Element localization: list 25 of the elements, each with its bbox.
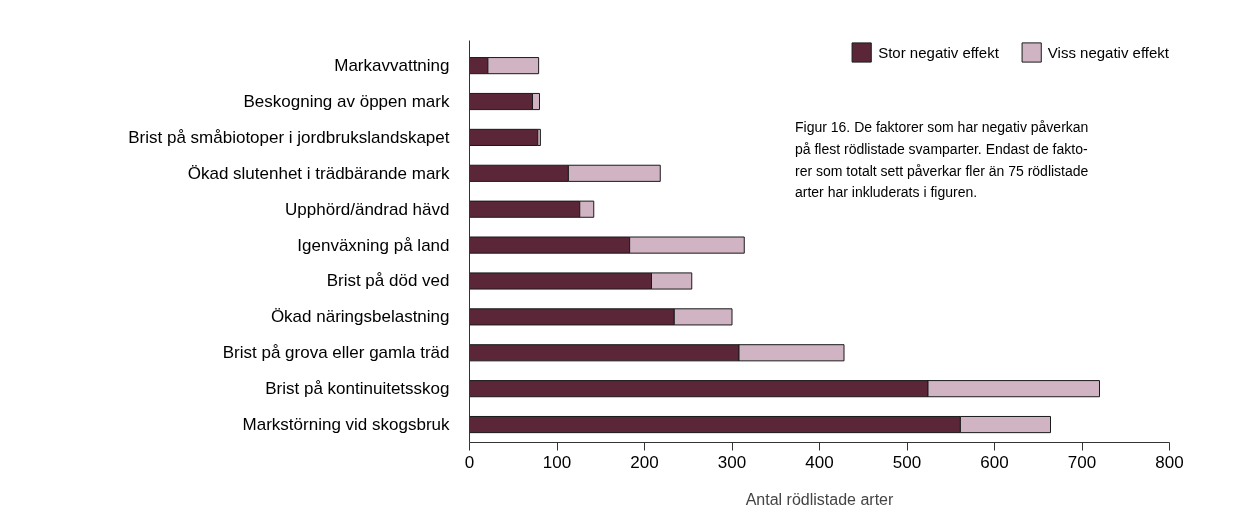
x-tick-label: 600	[980, 452, 1009, 472]
y-tick-label: Brist på död ved	[326, 271, 450, 291]
x-tick-label: 700	[1067, 452, 1097, 472]
x-tick-label: 300	[717, 452, 747, 472]
y-tick-label: Ökad slutenhet i trädbärande mark	[187, 163, 450, 183]
y-tick-label: Beskogning av öppen mark	[243, 92, 450, 112]
x-tick-label: 800	[1155, 452, 1184, 472]
y-tick-label: Igenväxning på land	[297, 235, 450, 255]
annotation: Figur 16. De faktorer som har negativ påverkan på flest rödlistade svamparter. Endast de fakto- rer som totalt sett påverkar fler än 75 rödlistade arter har inkluderats i figuren.	[795, 119, 1089, 201]
y-tick-label: Brist på grova eller gamla träd	[222, 343, 450, 363]
x-axis-title: Antal rödlistade arter	[745, 490, 894, 508]
bar	[469, 128, 539, 146]
x-tick-label: 200	[630, 452, 659, 472]
x-tick-label: 100	[542, 452, 572, 472]
legend-label: Stor negativ effekt	[878, 43, 999, 61]
y-tick-label: Upphörd/ändrad hävd	[285, 199, 450, 219]
x-tick-label: 400	[805, 452, 834, 472]
y-tick-label: Brist på kontinuitetsskog	[265, 379, 450, 399]
y-tick-label: Markavvattning	[334, 56, 450, 76]
y-tick-label: Markstörning vid skogsbruk	[242, 415, 450, 435]
y-tick-label: Brist på småbiotoper i jordbrukslandskapet	[128, 127, 450, 147]
x-tick-label: 0	[464, 452, 475, 472]
legend-label: Viss negativ effekt	[1047, 43, 1169, 61]
y-tick-label: Ökad näringsbelastning	[270, 307, 450, 327]
x-tick-label: 500	[892, 452, 922, 472]
